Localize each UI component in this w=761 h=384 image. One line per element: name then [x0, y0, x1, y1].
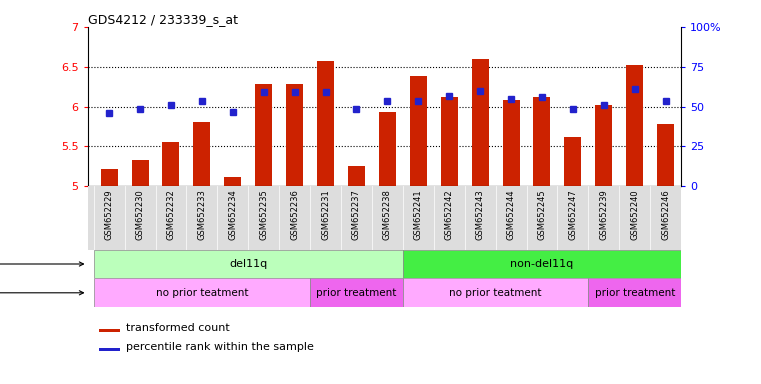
- Bar: [588, 278, 681, 307]
- Bar: [286, 84, 303, 186]
- Text: GSM652229: GSM652229: [105, 189, 113, 240]
- Bar: [658, 124, 674, 186]
- Text: GSM652236: GSM652236: [290, 189, 299, 240]
- Text: GSM652233: GSM652233: [197, 189, 206, 240]
- Text: GSM652243: GSM652243: [476, 189, 485, 240]
- Text: transformed count: transformed count: [126, 323, 230, 333]
- Text: percentile rank within the sample: percentile rank within the sample: [126, 342, 314, 352]
- Text: GSM652234: GSM652234: [228, 189, 237, 240]
- Bar: [255, 84, 272, 186]
- Bar: [94, 278, 310, 307]
- Text: GSM652238: GSM652238: [383, 189, 392, 240]
- Text: GSM652244: GSM652244: [507, 189, 515, 240]
- Bar: [193, 122, 210, 186]
- Bar: [94, 250, 403, 278]
- Bar: [403, 250, 681, 278]
- Text: GSM652246: GSM652246: [661, 189, 670, 240]
- Bar: [100, 169, 118, 186]
- Bar: [379, 112, 396, 186]
- Text: GSM652241: GSM652241: [414, 189, 423, 240]
- Bar: [502, 100, 520, 186]
- Text: prior treatment: prior treatment: [594, 288, 675, 298]
- Text: GSM652232: GSM652232: [167, 189, 176, 240]
- Bar: [310, 278, 403, 307]
- Bar: [533, 97, 550, 186]
- Bar: [403, 278, 588, 307]
- Text: no prior teatment: no prior teatment: [449, 288, 542, 298]
- Text: GSM652245: GSM652245: [537, 189, 546, 240]
- Bar: [132, 160, 148, 186]
- Bar: [100, 348, 120, 351]
- Bar: [100, 329, 120, 332]
- Text: no prior teatment: no prior teatment: [156, 288, 248, 298]
- Bar: [348, 166, 365, 186]
- Text: prior treatment: prior treatment: [317, 288, 396, 298]
- Text: GSM652240: GSM652240: [630, 189, 639, 240]
- Text: genotype/variation: genotype/variation: [0, 259, 84, 269]
- Text: del11q: del11q: [229, 259, 267, 269]
- Text: GSM652242: GSM652242: [444, 189, 454, 240]
- Text: GSM652247: GSM652247: [568, 189, 578, 240]
- Bar: [595, 105, 613, 186]
- Text: GSM652231: GSM652231: [321, 189, 330, 240]
- Text: GSM652239: GSM652239: [600, 189, 608, 240]
- Text: non-del11q: non-del11q: [511, 259, 574, 269]
- Text: other: other: [0, 288, 84, 298]
- Bar: [626, 65, 643, 186]
- Bar: [224, 177, 241, 186]
- Text: GSM652235: GSM652235: [260, 189, 268, 240]
- Text: GSM652230: GSM652230: [135, 189, 145, 240]
- Bar: [410, 76, 427, 186]
- Bar: [472, 59, 489, 186]
- Text: GDS4212 / 233339_s_at: GDS4212 / 233339_s_at: [88, 13, 237, 26]
- Bar: [163, 142, 180, 186]
- Bar: [565, 137, 581, 186]
- Bar: [441, 97, 457, 186]
- Bar: [317, 61, 334, 186]
- Text: GSM652237: GSM652237: [352, 189, 361, 240]
